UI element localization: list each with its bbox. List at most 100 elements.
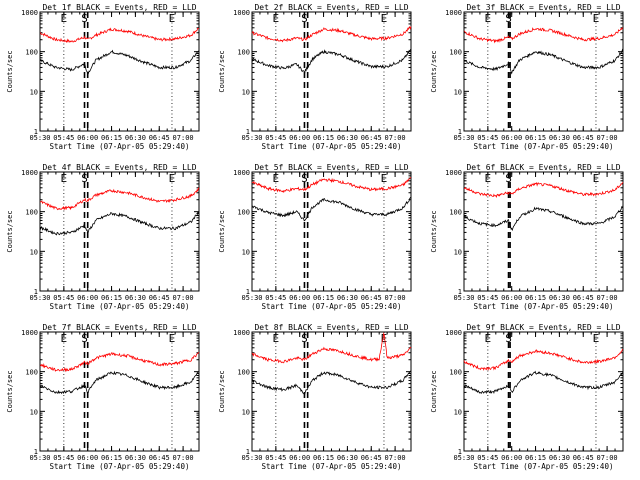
- y-tick-label: 1000: [21, 329, 38, 337]
- series-line-red: [464, 181, 624, 199]
- x-tick-label: 06:00: [289, 294, 310, 302]
- y-axis-label: Counts/sec: [218, 50, 226, 92]
- x-axis-label: Start Time (07-Apr-05 05:29:40): [262, 142, 402, 151]
- x-tick-label: 06:45: [361, 454, 382, 462]
- x-tick-label: 06:30: [549, 134, 570, 142]
- x-tick-label: 05:30: [29, 454, 50, 462]
- y-tick-label: 10: [242, 88, 250, 96]
- y-tick-label: 100: [25, 369, 38, 377]
- chart-title: Det 8f BLACK = Events, RED = LLD: [254, 323, 408, 332]
- y-tick-label: 1: [34, 448, 38, 456]
- x-tick-label: 06:30: [549, 454, 570, 462]
- chart-panel-8: Det 8f BLACK = Events, RED = LLD 1 10 100 10…: [218, 323, 412, 471]
- y-tick-label: 100: [237, 369, 250, 377]
- x-tick-label: 06:15: [101, 134, 122, 142]
- x-tick-label: 06:45: [149, 454, 170, 462]
- marker-label: S: [505, 172, 512, 185]
- x-tick-label: 05:30: [453, 134, 474, 142]
- x-axis-label: Start Time (07-Apr-05 05:29:40): [262, 462, 402, 471]
- x-axis-label: Start Time (07-Apr-05 05:29:40): [474, 462, 614, 471]
- series-line-black: [39, 370, 200, 395]
- y-tick-label: 1: [246, 288, 250, 296]
- x-tick-label: 06:45: [361, 294, 382, 302]
- y-axis-label: Counts/sec: [430, 210, 438, 252]
- marker-label: E: [381, 332, 388, 345]
- chart-panel-9: Det 9f BLACK = Events, RED = LLD 1 10 100 10…: [430, 323, 624, 471]
- y-tick-label: 1: [458, 448, 462, 456]
- y-tick-label: 10: [30, 408, 38, 416]
- x-tick-label: 05:30: [453, 294, 474, 302]
- series-line-red: [39, 27, 200, 44]
- chart-panel-2: Det 2f BLACK = Events, RED = LLD 1 10 100 10…: [218, 3, 412, 151]
- x-tick-label: 06:45: [361, 134, 382, 142]
- marker-label: E: [61, 12, 68, 25]
- series-line-black: [251, 370, 412, 395]
- x-tick-label: 06:45: [573, 294, 594, 302]
- x-tick-label: 06:30: [549, 294, 570, 302]
- y-tick-label: 10: [30, 248, 38, 256]
- y-tick-label: 10: [242, 408, 250, 416]
- marker-label: E: [381, 12, 388, 25]
- y-tick-label: 100: [449, 49, 462, 57]
- x-tick-label: 07:00: [597, 134, 618, 142]
- marker-label: E: [593, 12, 600, 25]
- chart-panel-1: Det 1f BLACK = Events, RED = LLD 1 10 100 10…: [6, 3, 200, 151]
- y-tick-label: 10: [454, 408, 462, 416]
- marker-label: E: [169, 12, 176, 25]
- marker-label: E: [593, 172, 600, 185]
- chart-title: Det 4f BLACK = Events, RED = LLD: [42, 163, 196, 172]
- x-tick-label: 07:00: [597, 454, 618, 462]
- x-tick-label: 07:00: [173, 294, 194, 302]
- x-tick-label: 05:30: [241, 134, 262, 142]
- chart-panel-3: Det 3f BLACK = Events, RED = LLD 1 10 100 10…: [430, 3, 624, 151]
- y-axis-label: Counts/sec: [430, 370, 438, 412]
- x-tick-label: 07:00: [385, 294, 406, 302]
- marker-label: E: [61, 332, 68, 345]
- chart-panel-5: Det 5f BLACK = Events, RED = LLD 1 10 100 10…: [218, 163, 412, 311]
- x-tick-label: 06:15: [313, 134, 334, 142]
- marker-label: E: [593, 332, 600, 345]
- x-tick-label: 05:30: [29, 134, 50, 142]
- x-tick-label: 05:45: [477, 294, 498, 302]
- x-tick-label: 06:30: [337, 294, 358, 302]
- x-tick-label: 06:00: [289, 454, 310, 462]
- y-tick-label: 1000: [233, 169, 250, 177]
- x-tick-label: 07:00: [597, 294, 618, 302]
- y-tick-label: 10: [30, 88, 38, 96]
- marker-label: E: [273, 332, 280, 345]
- marker-label: E: [169, 332, 176, 345]
- chart-title: Det 6f BLACK = Events, RED = LLD: [466, 163, 620, 172]
- chart-title: Det 2f BLACK = Events, RED = LLD: [254, 3, 408, 12]
- x-tick-label: 05:45: [477, 134, 498, 142]
- y-tick-label: 100: [237, 49, 250, 57]
- y-tick-label: 1000: [21, 9, 38, 17]
- x-tick-label: 06:15: [525, 454, 546, 462]
- x-tick-label: 06:15: [313, 294, 334, 302]
- marker-label: S: [81, 332, 88, 345]
- chart-title: Det 9f BLACK = Events, RED = LLD: [466, 323, 620, 332]
- marker-label: E: [273, 12, 280, 25]
- x-tick-label: 05:45: [53, 134, 74, 142]
- marker-label: E: [381, 172, 388, 185]
- y-tick-label: 100: [449, 369, 462, 377]
- marker-label: E: [485, 172, 492, 185]
- x-axis-label: Start Time (07-Apr-05 05:29:40): [50, 302, 190, 311]
- x-tick-label: 05:30: [29, 294, 50, 302]
- series-line-red: [251, 26, 412, 43]
- series-line-red: [463, 27, 624, 44]
- x-tick-label: 06:00: [501, 454, 522, 462]
- series-line-red: [251, 332, 412, 364]
- chart-title: Det 7f BLACK = Events, RED = LLD: [42, 323, 196, 332]
- y-tick-label: 1: [34, 288, 38, 296]
- chart-panel-7: Det 7f BLACK = Events, RED = LLD 1 10 100 10…: [6, 323, 200, 471]
- x-tick-label: 06:30: [125, 454, 146, 462]
- x-tick-label: 07:00: [385, 134, 406, 142]
- y-axis-label: Counts/sec: [6, 210, 14, 252]
- x-tick-label: 05:45: [477, 454, 498, 462]
- y-tick-label: 1: [246, 128, 250, 136]
- x-axis-label: Start Time (07-Apr-05 05:29:40): [50, 142, 190, 151]
- marker-label: E: [61, 172, 68, 185]
- marker-label: S: [301, 12, 308, 25]
- y-tick-label: 10: [242, 248, 250, 256]
